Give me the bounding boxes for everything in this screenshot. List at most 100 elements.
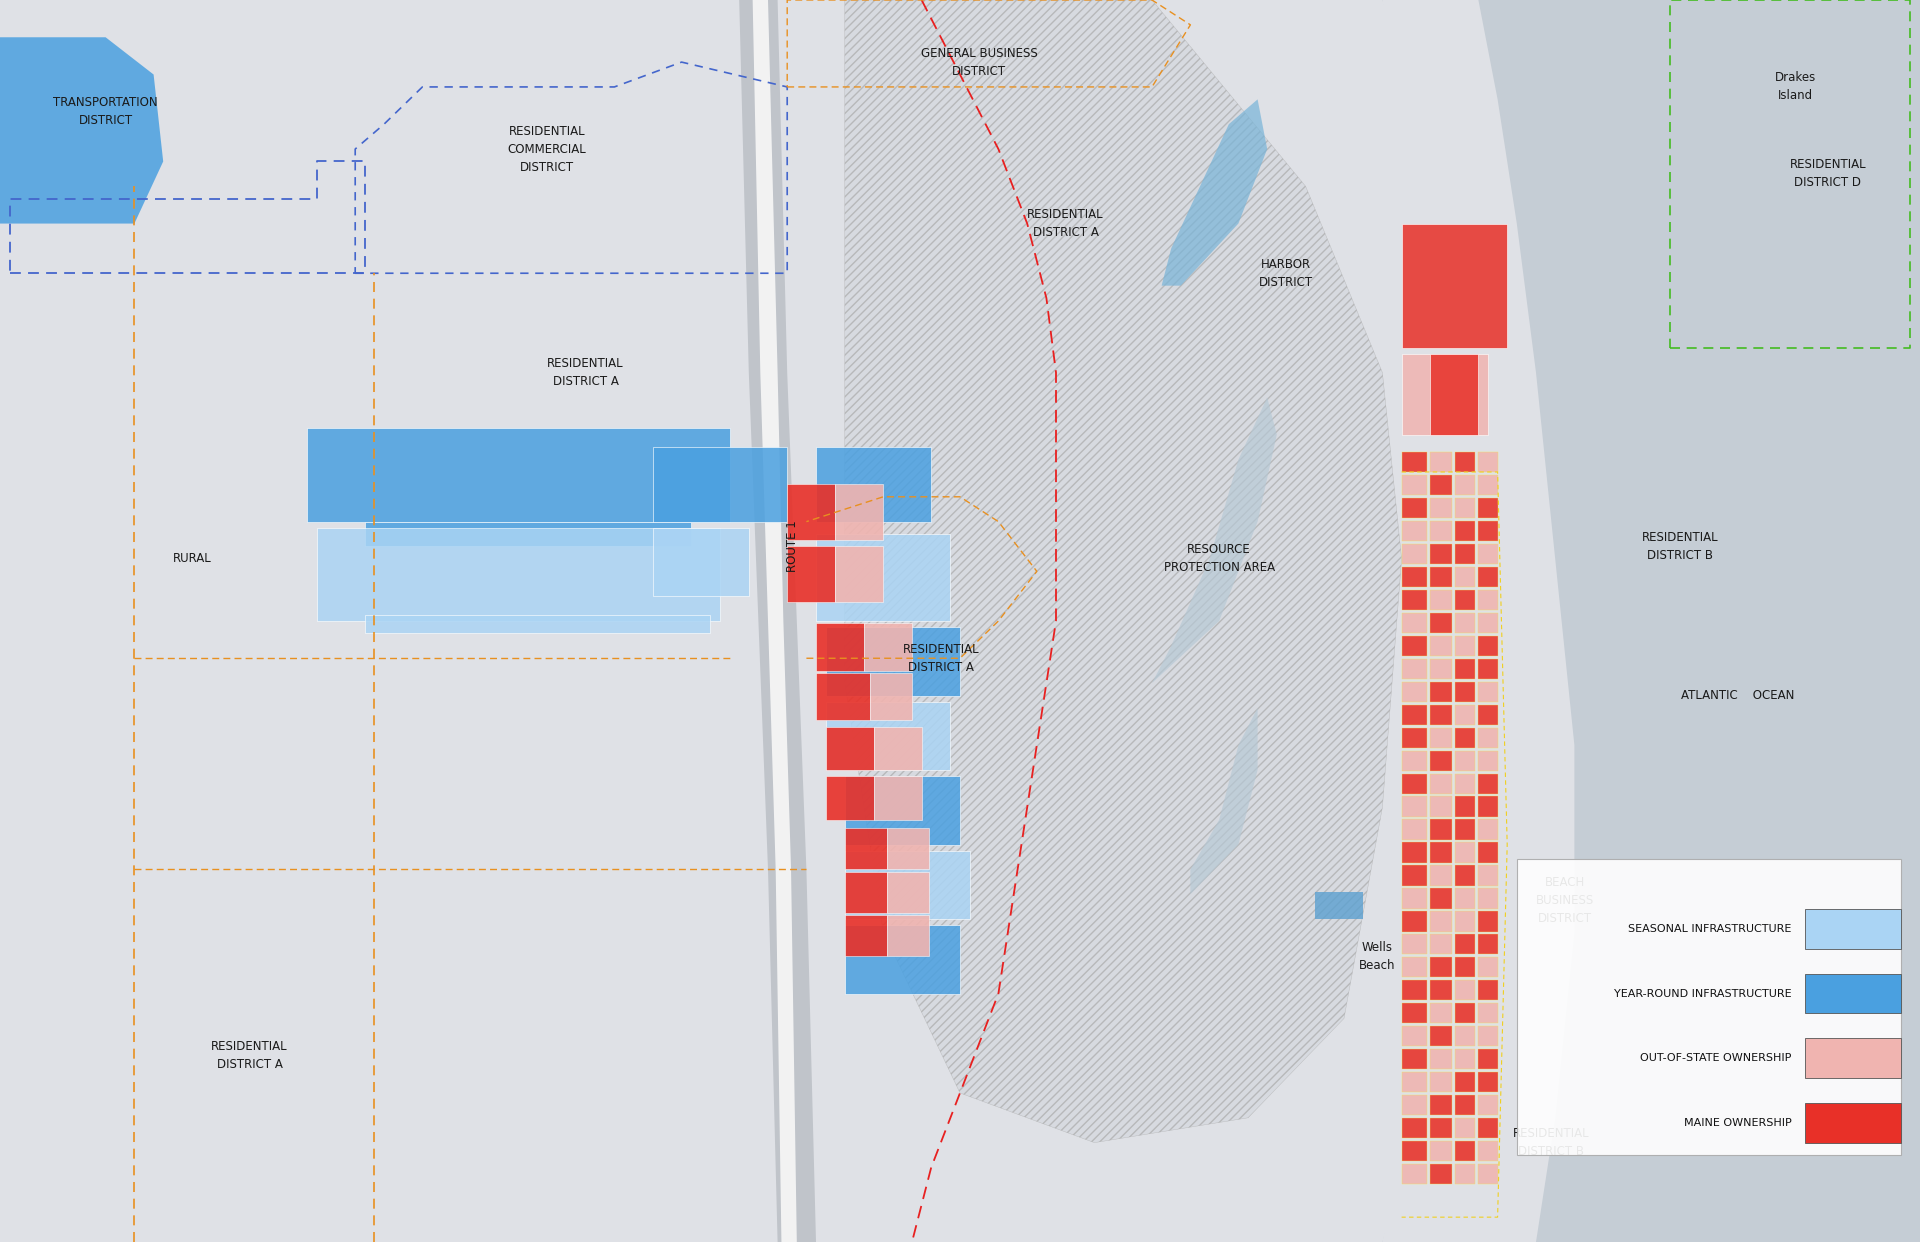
Bar bbox=[1455, 474, 1475, 494]
Bar bbox=[1478, 750, 1498, 770]
Bar bbox=[1402, 566, 1427, 587]
Bar bbox=[1402, 474, 1427, 494]
Bar bbox=[816, 673, 870, 720]
Bar bbox=[1430, 520, 1452, 542]
Bar bbox=[1478, 1164, 1498, 1185]
Bar bbox=[887, 915, 929, 956]
Bar bbox=[1455, 520, 1475, 542]
Bar bbox=[1455, 750, 1475, 770]
Bar bbox=[1478, 796, 1498, 817]
Bar bbox=[1402, 544, 1427, 564]
Bar bbox=[1478, 704, 1498, 725]
Bar bbox=[1402, 682, 1427, 702]
Text: RESOURCE
PROTECTION AREA: RESOURCE PROTECTION AREA bbox=[1164, 544, 1275, 574]
Bar bbox=[1478, 612, 1498, 633]
Bar bbox=[1402, 452, 1427, 472]
Text: SEASONAL INFRASTRUCTURE: SEASONAL INFRASTRUCTURE bbox=[1628, 924, 1791, 934]
Bar bbox=[845, 872, 887, 913]
Bar bbox=[1455, 774, 1475, 794]
Bar bbox=[1430, 682, 1452, 702]
Bar bbox=[1430, 934, 1452, 954]
Bar bbox=[845, 828, 887, 869]
Bar bbox=[1805, 909, 1901, 949]
Text: OUT-OF-STATE OWNERSHIP: OUT-OF-STATE OWNERSHIP bbox=[1640, 1053, 1791, 1063]
Bar bbox=[1455, 1072, 1475, 1093]
Text: ROUTE 1: ROUTE 1 bbox=[787, 520, 799, 573]
Bar bbox=[1455, 912, 1475, 932]
Bar bbox=[1478, 866, 1498, 886]
Bar bbox=[1430, 590, 1452, 610]
Bar bbox=[1402, 498, 1427, 518]
Bar bbox=[1455, 1118, 1475, 1138]
Bar bbox=[1430, 842, 1452, 862]
Bar bbox=[1455, 842, 1475, 862]
Bar bbox=[1430, 1164, 1452, 1185]
Bar bbox=[1455, 682, 1475, 702]
Bar bbox=[1402, 980, 1427, 1000]
Bar bbox=[1402, 636, 1427, 656]
Text: ATLANTIC    OCEAN: ATLANTIC OCEAN bbox=[1680, 689, 1795, 702]
Bar bbox=[1478, 498, 1498, 518]
Text: RESIDENTIAL
DISTRICT D: RESIDENTIAL DISTRICT D bbox=[1789, 159, 1866, 189]
Text: RURAL: RURAL bbox=[173, 553, 211, 565]
Bar bbox=[1478, 1095, 1498, 1115]
Bar bbox=[1478, 1004, 1498, 1023]
Bar bbox=[1430, 796, 1452, 817]
Bar bbox=[1402, 590, 1427, 610]
Bar bbox=[1455, 820, 1475, 840]
Bar bbox=[1402, 1164, 1427, 1185]
Bar bbox=[1455, 888, 1475, 909]
Bar bbox=[1455, 796, 1475, 817]
Polygon shape bbox=[739, 0, 816, 1242]
Bar bbox=[1430, 820, 1452, 840]
Bar bbox=[1455, 1164, 1475, 1185]
Bar bbox=[1478, 544, 1498, 564]
Bar bbox=[816, 534, 950, 621]
Bar bbox=[1478, 774, 1498, 794]
Bar bbox=[1402, 866, 1427, 886]
Bar bbox=[1430, 452, 1452, 472]
Bar bbox=[1430, 612, 1452, 633]
Bar bbox=[1402, 704, 1427, 725]
Bar bbox=[1402, 958, 1427, 977]
Polygon shape bbox=[0, 37, 163, 224]
Bar bbox=[1430, 354, 1478, 435]
Bar bbox=[845, 851, 970, 919]
Bar bbox=[1478, 1026, 1498, 1046]
Bar bbox=[1478, 520, 1498, 542]
Bar bbox=[1455, 866, 1475, 886]
Text: TRANSPORTATION
DISTRICT: TRANSPORTATION DISTRICT bbox=[54, 97, 157, 127]
Bar bbox=[1478, 658, 1498, 678]
Bar bbox=[826, 727, 874, 770]
Bar bbox=[1430, 498, 1452, 518]
Bar bbox=[1430, 750, 1452, 770]
Bar bbox=[1402, 934, 1427, 954]
Bar bbox=[1455, 1026, 1475, 1046]
Bar bbox=[787, 546, 835, 602]
Bar bbox=[1402, 1141, 1427, 1161]
Bar bbox=[1402, 354, 1488, 435]
Text: MAINE OWNERSHIP: MAINE OWNERSHIP bbox=[1684, 1118, 1791, 1128]
Bar bbox=[1455, 544, 1475, 564]
Bar bbox=[1402, 224, 1507, 348]
Bar bbox=[1478, 474, 1498, 494]
Polygon shape bbox=[753, 0, 797, 1242]
Bar bbox=[1402, 1118, 1427, 1138]
Bar bbox=[787, 484, 835, 540]
Bar bbox=[845, 776, 960, 845]
Bar bbox=[1402, 728, 1427, 748]
Bar bbox=[845, 925, 960, 994]
Bar bbox=[1430, 980, 1452, 1000]
Bar bbox=[1478, 1049, 1498, 1069]
Polygon shape bbox=[1190, 708, 1258, 894]
Bar bbox=[874, 727, 922, 770]
Bar bbox=[1478, 1118, 1498, 1138]
Bar bbox=[1430, 704, 1452, 725]
Bar bbox=[816, 447, 931, 522]
Text: RESIDENTIAL
COMMERCIAL
DISTRICT: RESIDENTIAL COMMERCIAL DISTRICT bbox=[507, 124, 588, 174]
Bar bbox=[1455, 566, 1475, 587]
Bar bbox=[1430, 866, 1452, 886]
Bar bbox=[1402, 820, 1427, 840]
Bar bbox=[1430, 1004, 1452, 1023]
Bar bbox=[1402, 1026, 1427, 1046]
